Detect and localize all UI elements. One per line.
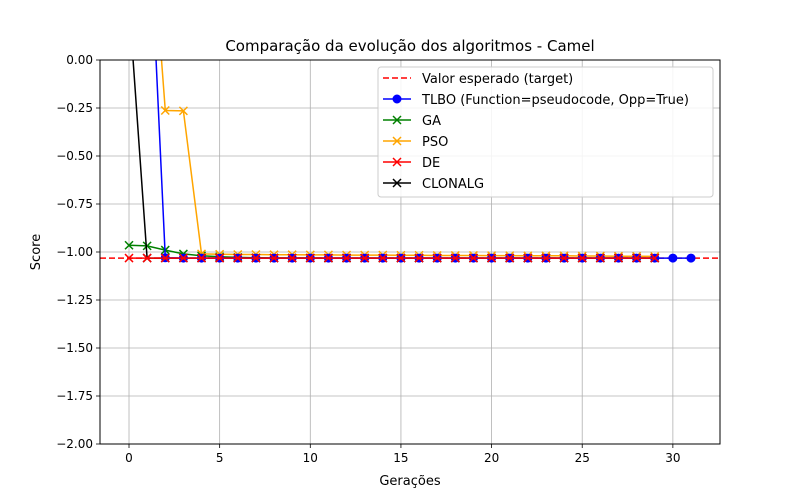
series-de (124, 253, 660, 263)
legend-entry: PSO (383, 135, 448, 150)
chart-title: Comparação da evolução dos algoritmos - … (225, 37, 594, 55)
data-point (613, 253, 624, 263)
x-tick-label: 0 (125, 451, 133, 465)
data-point (378, 253, 388, 263)
data-point (686, 253, 696, 263)
data-point (523, 253, 533, 263)
x-tick-label: 15 (393, 451, 408, 465)
y-tick-label: −1.75 (56, 389, 93, 403)
data-point (215, 253, 225, 263)
data-point (233, 253, 243, 263)
data-point (559, 253, 569, 263)
x-tick-label: 25 (575, 451, 590, 465)
legend-entry: Valor esperado (target) (383, 72, 573, 87)
data-point (142, 253, 152, 263)
legend-label: DE (422, 156, 440, 171)
data-point (541, 253, 551, 263)
data-point (178, 106, 188, 116)
data-point (287, 253, 297, 263)
data-point (577, 253, 587, 263)
y-tick-label: −1.50 (56, 341, 93, 355)
legend-entry: GA (383, 114, 441, 129)
data-point (450, 253, 460, 263)
data-point (392, 178, 402, 188)
data-point (632, 253, 642, 263)
data-point (323, 253, 333, 263)
data-point (668, 253, 678, 263)
data-point (392, 157, 402, 167)
data-point (595, 253, 605, 263)
x-axis-label: Gerações (379, 474, 440, 489)
legend-entry: CLONALG (383, 177, 484, 192)
data-point (360, 253, 370, 263)
data-point (342, 253, 352, 263)
x-tick-label: 5 (216, 451, 224, 465)
data-point (160, 105, 170, 116)
y-tick-label: 0.00 (66, 53, 93, 67)
data-point (505, 253, 515, 263)
data-point (124, 240, 134, 250)
legend-entry: DE (383, 156, 440, 171)
legend-label: PSO (422, 135, 448, 150)
x-tick-label: 20 (484, 451, 499, 465)
x-tick-label: 10 (303, 451, 318, 465)
data-point (396, 253, 406, 263)
y-tick-label: −1.25 (56, 293, 93, 307)
series-group (124, 60, 696, 263)
data-point (305, 253, 315, 263)
legend: Valor esperado (target) TLBO (Function=ps… (377, 66, 714, 198)
data-point (432, 253, 442, 263)
data-point (650, 253, 660, 263)
legend-box (377, 66, 714, 198)
y-tick-label: −0.50 (56, 149, 93, 163)
legend-label: CLONALG (422, 177, 484, 192)
y-axis-ticks: 0.00 −0.25 −0.50 −0.75 −1.00 −1.25 −1.50 −1.75 −… (56, 53, 100, 451)
x-tick-label: 30 (665, 451, 680, 465)
y-tick-label: −0.75 (56, 197, 93, 211)
data-point (392, 115, 402, 125)
legend-label: GA (422, 114, 441, 129)
data-point (468, 253, 478, 263)
legend-label: Valor esperado (target) (422, 72, 573, 87)
data-point (251, 253, 261, 263)
data-point (392, 94, 402, 104)
x-axis-ticks: 0 5 10 15 20 25 30 (125, 444, 681, 465)
data-point (196, 253, 207, 263)
y-axis-label: Score (29, 234, 44, 270)
data-point (269, 253, 279, 263)
data-point (142, 241, 152, 251)
legend-entry: TLBO (Function=pseudocode, Opp=True) (383, 93, 689, 108)
y-tick-label: −2.00 (56, 437, 93, 451)
data-point (160, 253, 170, 263)
data-point (414, 253, 424, 263)
data-point (487, 253, 497, 263)
data-point (178, 253, 188, 263)
data-point (392, 136, 402, 146)
legend-label: TLBO (Function=pseudocode, Opp=True) (421, 93, 689, 108)
data-point (124, 253, 134, 263)
y-tick-label: −0.25 (56, 101, 93, 115)
y-tick-label: −1.00 (56, 245, 93, 259)
